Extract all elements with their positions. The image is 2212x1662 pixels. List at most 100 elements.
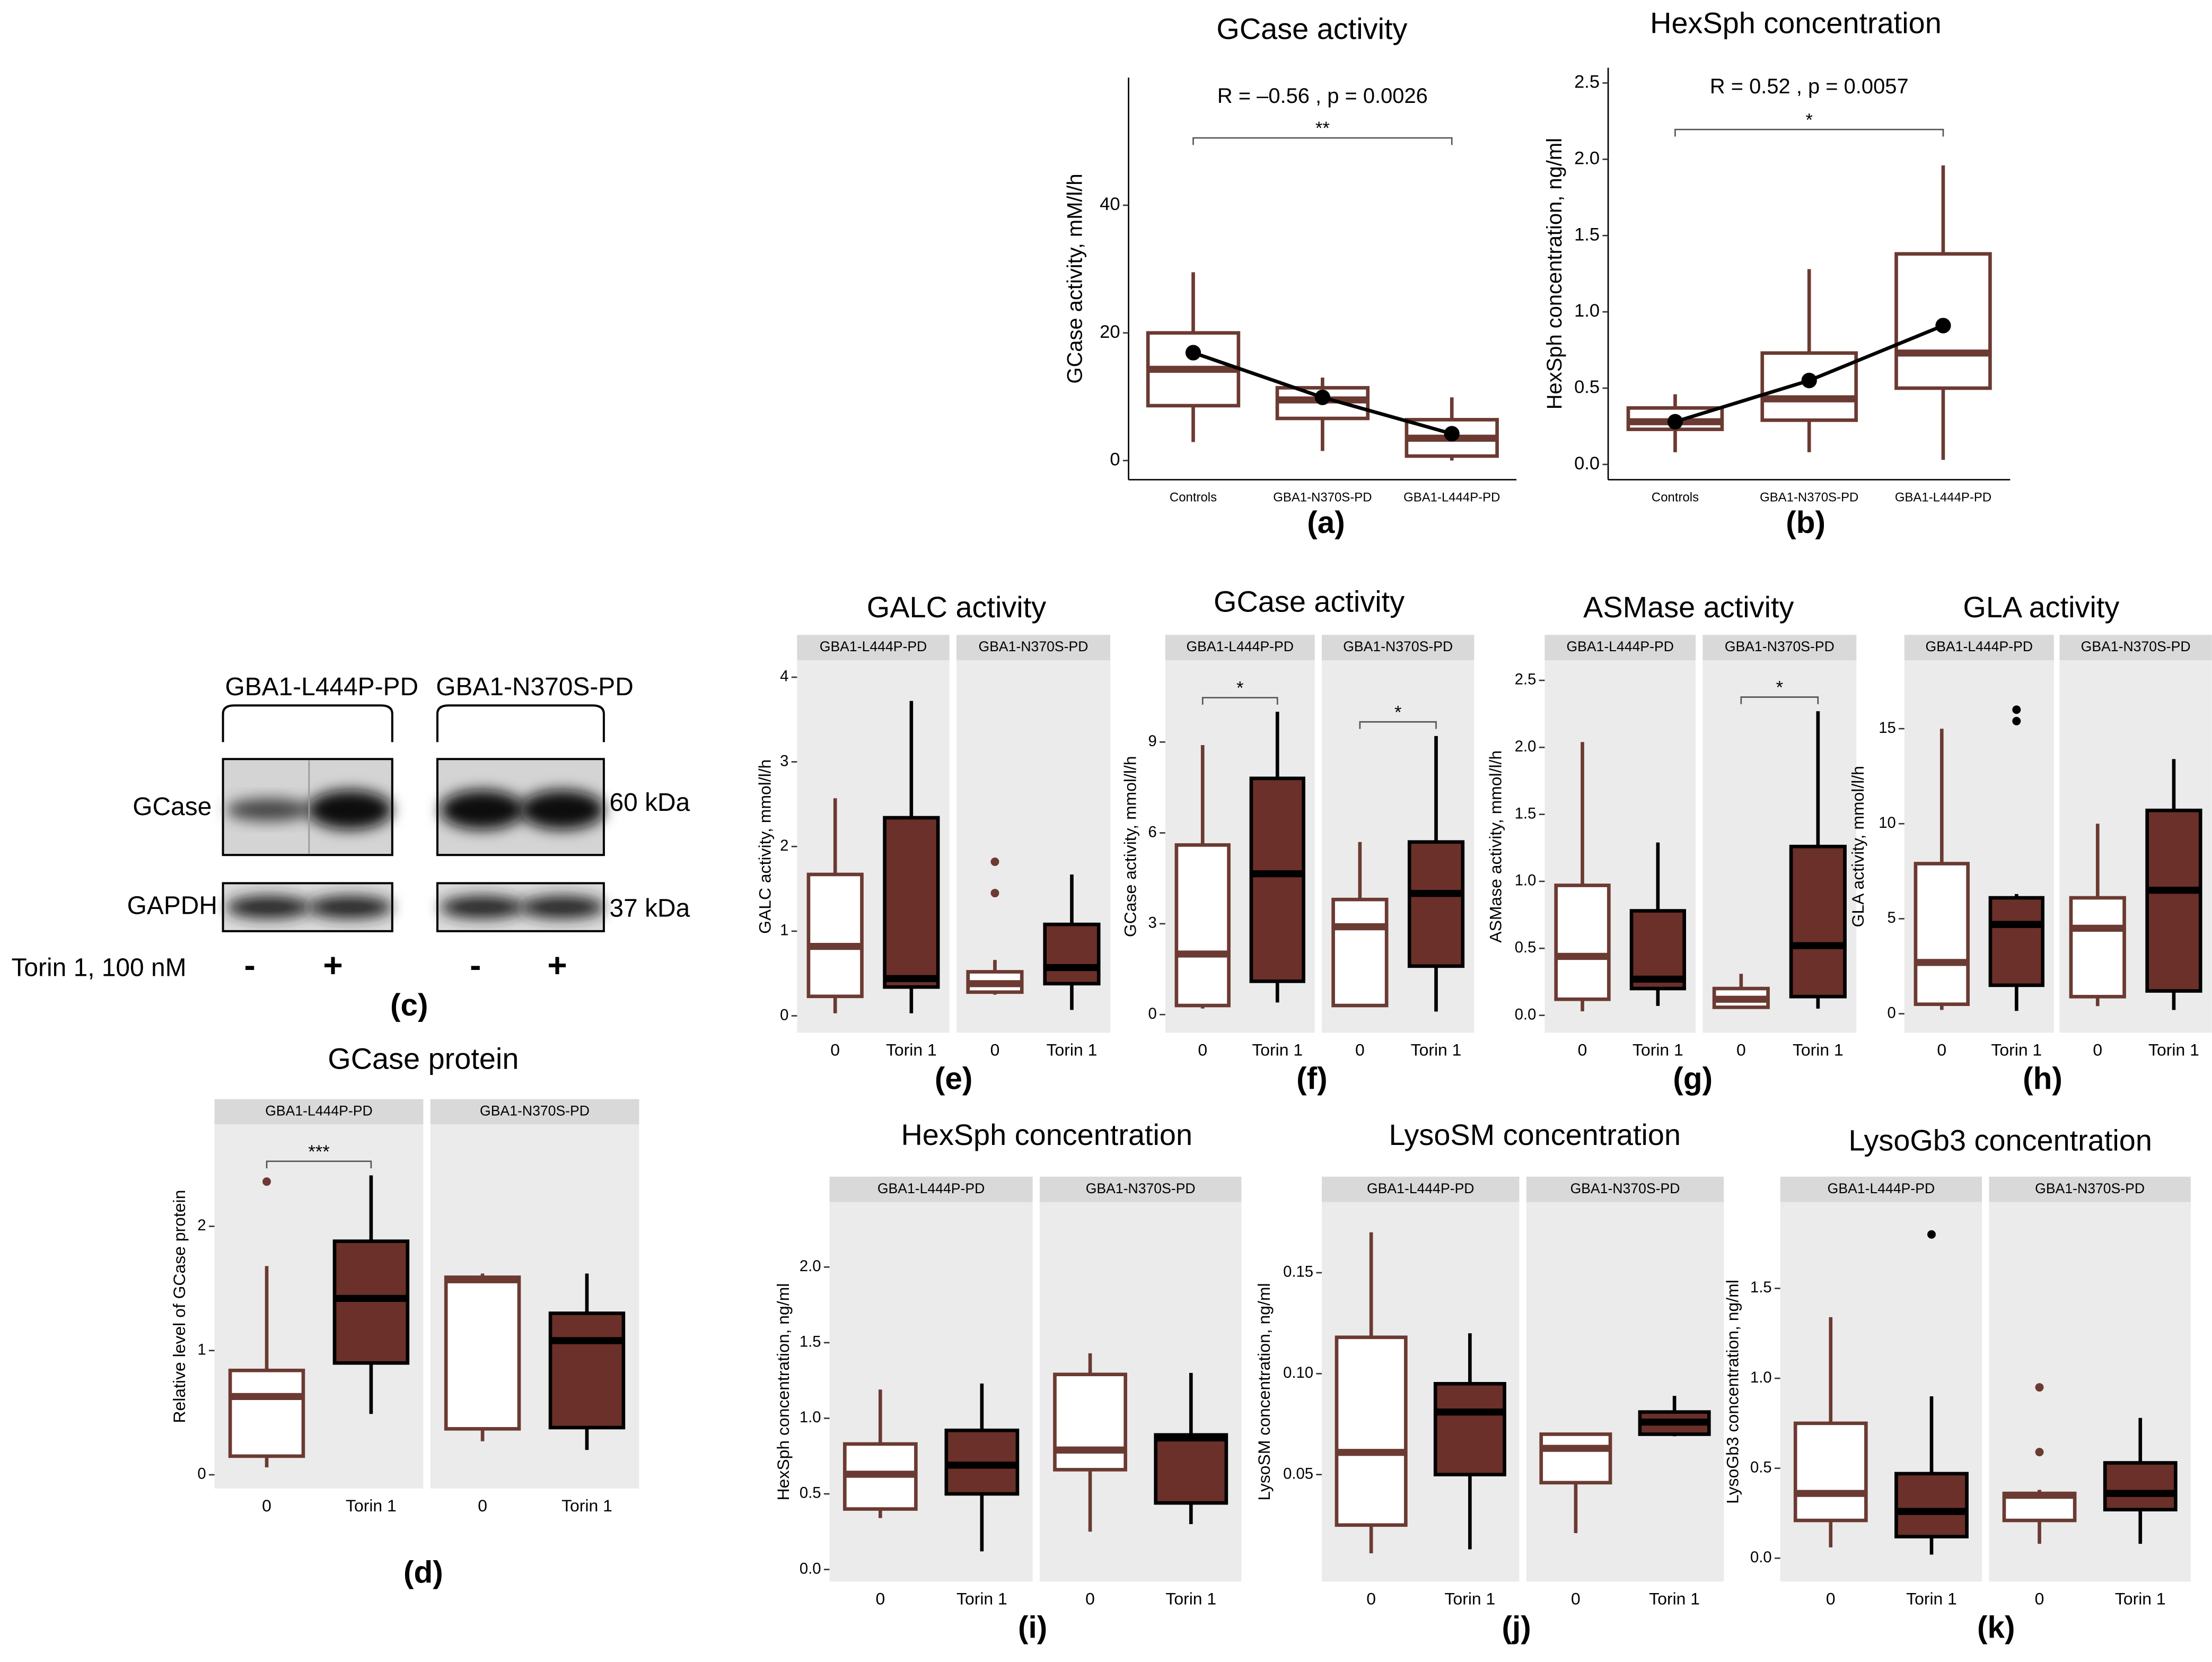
y-tick-label: 2 <box>197 1217 206 1234</box>
box <box>2069 896 2126 999</box>
box <box>1913 862 1970 1007</box>
outlier <box>2012 716 2021 725</box>
band <box>308 896 392 919</box>
facet-label: GBA1-L444P-PD <box>1367 1180 1474 1196</box>
chart-title: HexSph concentration <box>901 1118 1192 1151</box>
significance-label: * <box>1805 110 1812 130</box>
facet-strip <box>1165 635 1315 661</box>
y-tick-label: 1.0 <box>1515 872 1537 889</box>
x-tick-label: 0 <box>1085 1589 1095 1608</box>
chart-title: ASMase activity <box>1583 590 1794 624</box>
band <box>440 790 525 830</box>
facet-label: GBA1-L444P-PD <box>1926 638 2033 654</box>
facet-strip <box>1989 1176 2191 1202</box>
group-label: GBA1-N370S-PD <box>436 673 634 701</box>
x-tick-label: GBA1-N370S-PD <box>1273 490 1372 504</box>
x-tick-label: Torin 1 <box>1632 1040 1683 1059</box>
y-tick-label: 1 <box>197 1341 206 1358</box>
facet-label: GBA1-L444P-PD <box>1828 1180 1935 1196</box>
box <box>1433 1381 1506 1476</box>
significance-bracket <box>1674 128 1944 137</box>
box <box>1407 840 1465 968</box>
significance-label: ** <box>1315 118 1330 138</box>
outlier <box>990 889 999 898</box>
significance-bracket <box>266 1160 372 1169</box>
box <box>1789 844 1847 999</box>
row-label: GCase <box>133 793 212 821</box>
facet-strip <box>1702 635 1857 661</box>
band <box>440 896 525 919</box>
y-tick-label: 1.5 <box>1574 224 1600 244</box>
chart-title: GCase activity <box>1216 12 1407 45</box>
box <box>2103 1461 2178 1512</box>
chart-title: LysoGb3 concentration <box>1849 1124 2152 1157</box>
panel-label: (k) <box>1977 1610 2015 1644</box>
x-tick-label: 0 <box>990 1040 1000 1059</box>
x-tick-label: Controls <box>1652 490 1699 504</box>
box <box>1174 843 1231 1008</box>
y-axis-label: LysoSM concentration, ng/ml <box>1254 1283 1274 1500</box>
facet-strip <box>956 635 1110 661</box>
facet-label: GBA1-L444P-PD <box>265 1103 373 1118</box>
group-brace <box>436 704 605 742</box>
chart-title: HexSph concentration <box>1650 6 1942 40</box>
outlier <box>2035 1448 2044 1457</box>
x-tick-label: 0 <box>478 1496 487 1515</box>
box <box>806 872 864 999</box>
facet-strip <box>1322 1176 1520 1202</box>
box <box>1988 896 2044 987</box>
x-tick-label: 0 <box>1355 1040 1365 1059</box>
x-tick-label: 0 <box>1578 1040 1587 1059</box>
panel-label: (a) <box>1307 505 1345 540</box>
x-tick-label: GBA1-L444P-PD <box>1895 490 1991 504</box>
y-tick-label: 1.0 <box>1750 1369 1772 1386</box>
facet-strip <box>2059 635 2212 661</box>
x-tick-label: Controls <box>1170 490 1217 504</box>
panel-background <box>1526 1202 1724 1582</box>
facet-label: GBA1-N370S-PD <box>2035 1180 2145 1196</box>
significance-label: *** <box>308 1142 329 1162</box>
y-tick-label: 6 <box>1148 824 1156 841</box>
facet-label: GBA1-N370S-PD <box>1086 1180 1196 1196</box>
facet-strip <box>829 1176 1033 1202</box>
y-tick-label: 20 <box>1100 322 1120 342</box>
panel-label: (c) <box>390 988 428 1022</box>
x-tick-label: Torin 1 <box>561 1496 612 1515</box>
x-tick-label: Torin 1 <box>1445 1589 1496 1608</box>
x-tick-label: 0 <box>1366 1589 1376 1608</box>
panel-label: (h) <box>2023 1061 2062 1096</box>
x-tick-label: 0 <box>1571 1589 1581 1608</box>
facet-strip <box>430 1099 639 1125</box>
y-tick-label: 9 <box>1148 733 1156 750</box>
facet-strip <box>1322 635 1474 661</box>
y-tick-label: 0 <box>1888 1004 1896 1021</box>
facet-label: GBA1-L444P-PD <box>820 638 927 654</box>
y-axis-label: HexSph concentration, ng/ml <box>1543 138 1566 409</box>
y-axis-label: Relative level of GCase protein <box>170 1190 189 1423</box>
y-tick-label: 2 <box>780 837 788 854</box>
box <box>332 1239 410 1365</box>
chart-title: GLA activity <box>1963 590 2119 624</box>
y-tick-label: 0.15 <box>1283 1264 1313 1281</box>
x-tick-label: Torin 1 <box>2148 1040 2199 1059</box>
box <box>1154 1433 1228 1505</box>
x-tick-label: Torin 1 <box>1252 1040 1303 1059</box>
box <box>444 1275 521 1431</box>
lane-sign: - <box>470 946 481 984</box>
facet-strip <box>1780 1176 1982 1202</box>
x-tick-label: GBA1-L444P-PD <box>1403 490 1500 504</box>
mean-point <box>1314 389 1331 405</box>
y-tick-label: 0.0 <box>1750 1549 1772 1566</box>
x-tick-label: Torin 1 <box>1991 1040 2042 1059</box>
row-label: GAPDH <box>127 891 217 920</box>
facet-label: GBA1-N370S-PD <box>979 638 1089 654</box>
x-tick-label: Torin 1 <box>2115 1589 2166 1608</box>
y-axis-label: GCase activity, mmol/l/h <box>1120 756 1139 937</box>
x-tick-label: 0 <box>2035 1589 2044 1608</box>
box <box>228 1368 305 1458</box>
treatment-label: Torin 1, 100 nM <box>11 954 186 982</box>
significance-label: * <box>1394 702 1401 722</box>
mean-point <box>1185 345 1201 361</box>
x-tick-label: Torin 1 <box>956 1589 1007 1608</box>
